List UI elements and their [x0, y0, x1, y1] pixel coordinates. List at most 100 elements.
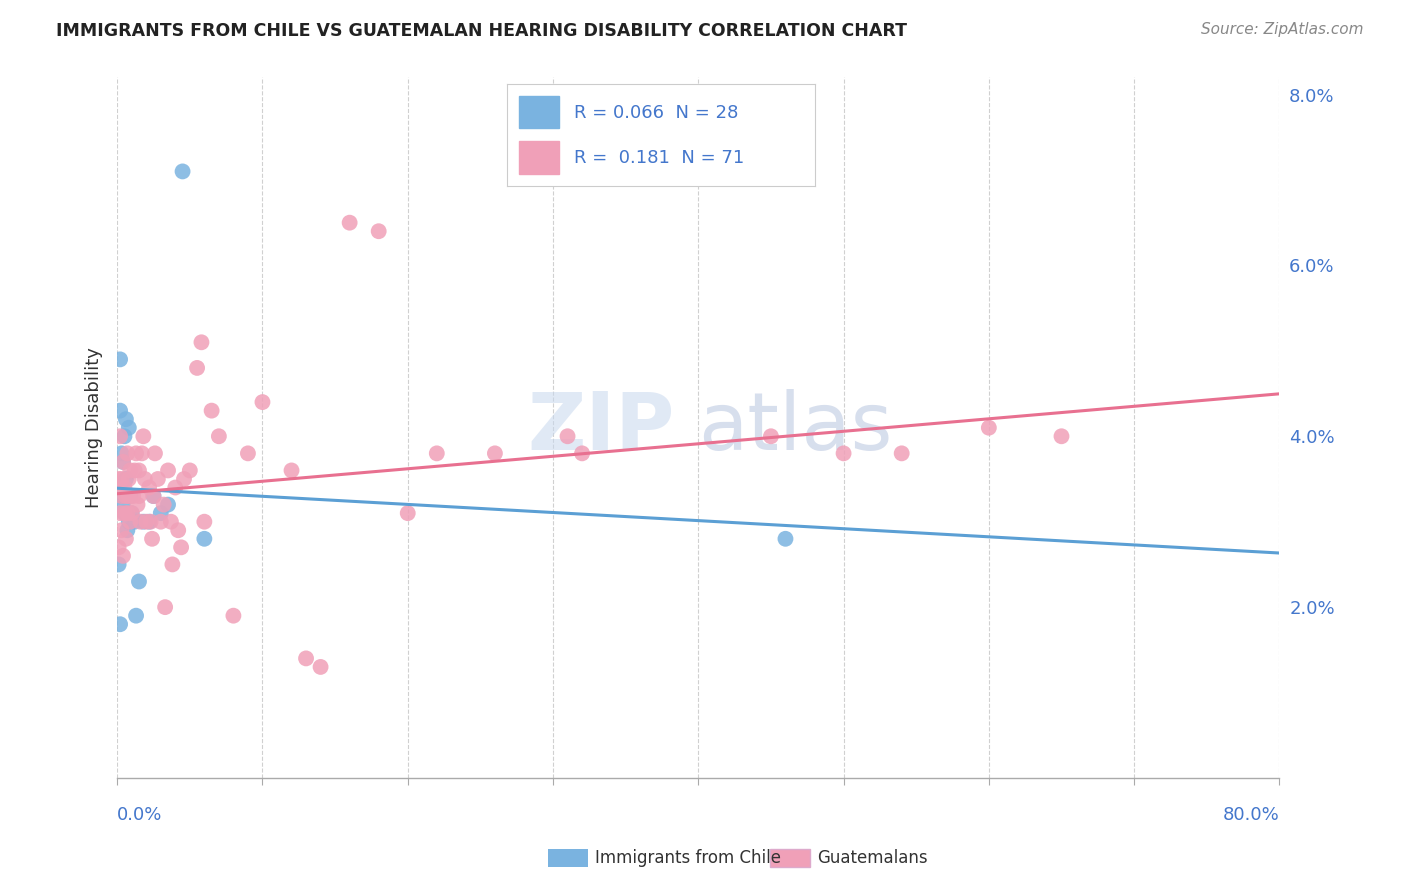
- Point: [222, 608, 245, 623]
- Point: [557, 429, 579, 443]
- Point: [173, 472, 195, 486]
- Point: [120, 489, 142, 503]
- Point: [170, 541, 193, 555]
- Text: Immigrants from Chile: Immigrants from Chile: [595, 849, 780, 867]
- Point: [890, 446, 912, 460]
- Point: [143, 446, 166, 460]
- Point: [120, 463, 142, 477]
- Y-axis label: Hearing Disability: Hearing Disability: [86, 347, 103, 508]
- Point: [120, 515, 142, 529]
- Point: [165, 481, 187, 495]
- Point: [110, 523, 132, 537]
- Point: [426, 446, 449, 460]
- Point: [157, 463, 180, 477]
- Point: [484, 446, 506, 460]
- Point: [111, 498, 134, 512]
- Point: [107, 541, 129, 555]
- Text: IMMIGRANTS FROM CHILE VS GUATEMALAN HEARING DISABILITY CORRELATION CHART: IMMIGRANTS FROM CHILE VS GUATEMALAN HEAR…: [56, 22, 907, 40]
- Point: [131, 446, 153, 460]
- Point: [775, 532, 797, 546]
- Point: [128, 463, 150, 477]
- Point: [153, 600, 176, 615]
- Point: [114, 506, 136, 520]
- Point: [160, 515, 183, 529]
- Point: [135, 515, 157, 529]
- Point: [110, 472, 132, 486]
- Point: [125, 608, 148, 623]
- Point: [110, 489, 132, 503]
- Point: [110, 489, 132, 503]
- Point: [149, 506, 172, 520]
- Point: [571, 446, 593, 460]
- Point: [138, 481, 160, 495]
- Point: [128, 489, 150, 503]
- Point: [118, 515, 141, 529]
- Point: [111, 455, 134, 469]
- Point: [124, 515, 146, 529]
- Point: [167, 523, 190, 537]
- Point: [132, 429, 155, 443]
- Text: ZIP: ZIP: [527, 389, 675, 467]
- Point: [114, 429, 136, 443]
- Point: [190, 335, 212, 350]
- Point: [108, 429, 131, 443]
- Point: [138, 515, 160, 529]
- Point: [108, 506, 131, 520]
- Point: [208, 429, 231, 443]
- Point: [396, 506, 419, 520]
- Point: [127, 498, 149, 512]
- Point: [115, 532, 138, 546]
- Point: [121, 506, 143, 520]
- Point: [172, 164, 194, 178]
- Point: [108, 403, 131, 417]
- Point: [186, 360, 208, 375]
- Point: [118, 421, 141, 435]
- Point: [252, 395, 274, 409]
- Point: [115, 412, 138, 426]
- Point: [118, 489, 141, 503]
- Point: [141, 532, 163, 546]
- Point: [295, 651, 318, 665]
- Point: [832, 446, 855, 460]
- Point: [193, 515, 215, 529]
- Point: [142, 489, 165, 503]
- Point: [339, 216, 361, 230]
- Point: [179, 463, 201, 477]
- Text: Guatemalans: Guatemalans: [817, 849, 928, 867]
- Point: [114, 481, 136, 495]
- Point: [115, 489, 138, 503]
- Point: [759, 429, 782, 443]
- Point: [108, 617, 131, 632]
- Point: [193, 532, 215, 546]
- Point: [128, 574, 150, 589]
- Point: [149, 515, 172, 529]
- Point: [111, 455, 134, 469]
- Point: [125, 446, 148, 460]
- Point: [132, 515, 155, 529]
- Point: [367, 224, 389, 238]
- Text: 80.0%: 80.0%: [1223, 806, 1279, 824]
- Point: [201, 403, 224, 417]
- Point: [110, 446, 132, 460]
- Point: [977, 421, 1000, 435]
- Point: [114, 506, 136, 520]
- Point: [129, 515, 152, 529]
- Point: [115, 472, 138, 486]
- Point: [117, 446, 139, 460]
- Text: 0.0%: 0.0%: [117, 806, 163, 824]
- Point: [162, 558, 184, 572]
- Point: [118, 472, 141, 486]
- Point: [152, 498, 174, 512]
- Point: [236, 446, 259, 460]
- Point: [280, 463, 302, 477]
- Point: [108, 352, 131, 367]
- Point: [1050, 429, 1073, 443]
- Point: [309, 660, 332, 674]
- Point: [124, 463, 146, 477]
- Point: [142, 489, 165, 503]
- Point: [139, 515, 162, 529]
- Point: [122, 489, 145, 503]
- Point: [117, 523, 139, 537]
- Point: [111, 549, 134, 563]
- Point: [117, 506, 139, 520]
